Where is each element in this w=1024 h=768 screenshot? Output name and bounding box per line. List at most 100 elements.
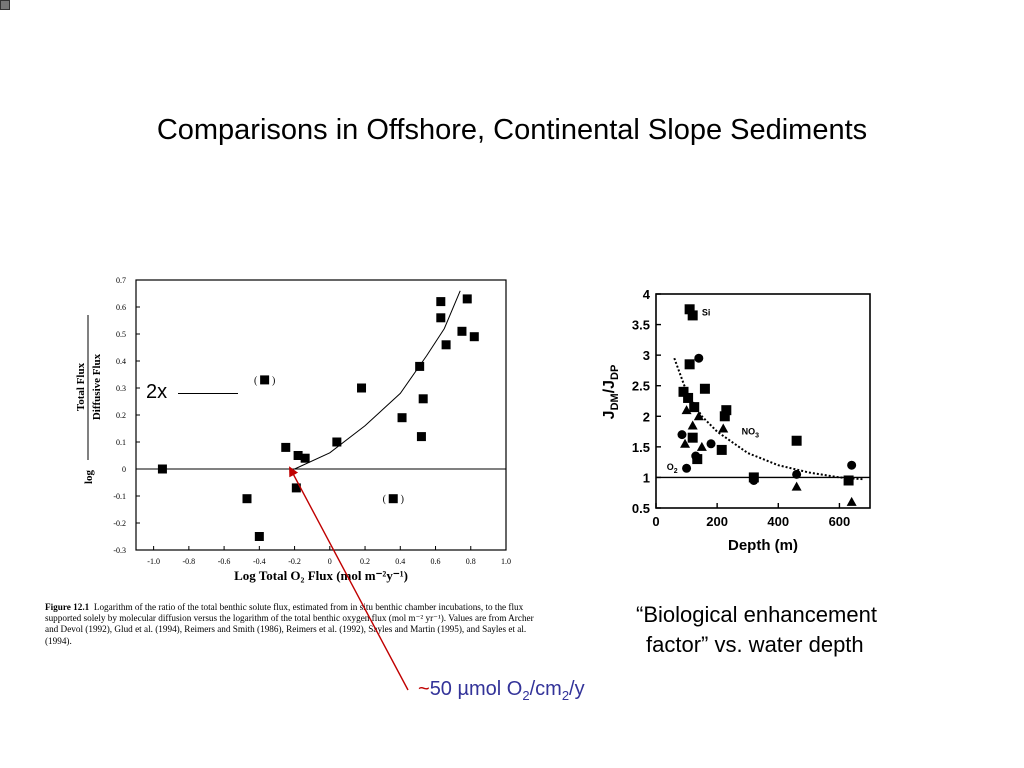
- plot-frame: [135, 279, 507, 551]
- x-tick-label: -1.0: [147, 557, 160, 566]
- si-data-point: [678, 386, 689, 397]
- no3-data-point: [696, 441, 707, 451]
- y-axis-label: JDM/JDP: [601, 365, 621, 420]
- no3-data-point: [693, 411, 704, 421]
- x-tick-label: 0.4: [395, 557, 405, 566]
- si-data-point: [689, 402, 700, 413]
- two-x-annotation-line: [178, 393, 238, 394]
- no3-data-point: [791, 481, 802, 491]
- data-point: [157, 464, 167, 474]
- x-tick-label: 0: [328, 557, 332, 566]
- x-tick-label: 0.2: [360, 557, 370, 566]
- y-axis-label-part: J: [601, 410, 618, 419]
- oxygen-flux-sub1: 2: [522, 688, 530, 703]
- y-tick-label: 0: [122, 465, 126, 474]
- si-data-point: [687, 432, 698, 443]
- oxygen-flux-number: 50 µmol O: [429, 678, 523, 700]
- y-axis-label-numerator: Total Flux: [75, 362, 87, 411]
- oxygen-flux-suffix: /y: [569, 678, 585, 700]
- x-tick-label: 400: [767, 514, 789, 529]
- data-point: [242, 494, 252, 504]
- y-axis-label-denominator: Diffusive Flux: [91, 353, 103, 420]
- bracket-close: ): [401, 494, 404, 505]
- x-tick-label: 200: [706, 514, 728, 529]
- si-data-point: [683, 392, 694, 403]
- y-tick-label: -0.1: [113, 492, 126, 501]
- series-label-o2-sub: 2: [674, 468, 678, 475]
- flux-ratio-chart-svg: 0.7 0.6 0.5 0.4 0.3 0.2 0.1 0 -0.1 -0.2 -0.3 -1.0 -0…: [75, 276, 511, 583]
- data-point: [397, 413, 407, 423]
- y-tick-label: 2.5: [632, 379, 650, 394]
- o2-data-point: [677, 430, 687, 440]
- y-tick-label: 3: [643, 348, 650, 363]
- y-tick-label: 0.2: [116, 411, 126, 420]
- no3-data-point: [718, 423, 729, 433]
- data-point: [441, 340, 451, 350]
- biological-enhancement-label-line2: factor” vs. water depth: [646, 632, 864, 657]
- y-axis-label-part: /J: [601, 380, 618, 393]
- si-data-point: [843, 475, 854, 486]
- y-tick-label: 0.7: [116, 276, 126, 285]
- o2-data-point: [749, 475, 759, 485]
- data-point: [388, 494, 398, 504]
- si-data-point: [684, 359, 695, 370]
- y-tick-label: 1.5: [632, 440, 650, 455]
- o2-data-point: [706, 439, 716, 449]
- data-point: [462, 294, 472, 304]
- data-point: [357, 383, 367, 393]
- data-point: [415, 361, 425, 371]
- o2-data-point: [691, 451, 701, 461]
- x-tick-label: -0.8: [183, 557, 196, 566]
- y-tick-label: 3.5: [632, 318, 650, 333]
- x-tick-label: 0.8: [466, 557, 476, 566]
- x-tick-label: -0.4: [253, 557, 266, 566]
- series-label-si: Si: [702, 307, 711, 317]
- y-tick-label: 0.3: [116, 384, 126, 393]
- x-tick-label: -0.2: [288, 557, 301, 566]
- si-data-point: [721, 405, 732, 416]
- y-tick-label: -0.3: [113, 546, 126, 555]
- data-point: [254, 532, 264, 541]
- o2-data-point: [792, 469, 802, 479]
- bracket-open: (: [254, 375, 258, 386]
- y-tick-label: 0.4: [116, 357, 126, 366]
- slide-corner-marker: [0, 0, 10, 10]
- data-point: [418, 394, 428, 404]
- plot-frame: [655, 293, 871, 509]
- bracket-close: ): [272, 375, 275, 386]
- si-data-point: [699, 383, 710, 394]
- y-axis-label-log: log: [83, 469, 95, 484]
- figure-caption: Figure 12.1 Logarithm of the ratio of th…: [45, 602, 535, 647]
- data-point: [281, 442, 291, 452]
- y-axis-label-part: DP: [609, 365, 621, 380]
- y-axis-label-part: DM: [609, 393, 621, 410]
- oxygen-flux-sub2: 2: [561, 688, 570, 703]
- biological-enhancement-label: “Biological enhancement factor” vs. wate…: [636, 600, 936, 660]
- y-tick-label: 2: [643, 409, 650, 424]
- data-point: [436, 297, 446, 307]
- no3-data-point: [846, 496, 857, 506]
- y-tick-label: 0.5: [632, 501, 650, 516]
- figure-caption-text: Logarithm of the ratio of the total bent…: [45, 602, 534, 646]
- series-label-o2: O2: [667, 462, 678, 475]
- no3-data-point: [680, 438, 691, 448]
- data-point: [293, 451, 303, 460]
- enhancement-factor-chart: 4 3.5 3 2.5 2 1.5 1 0.5 0 200 400 600 Si NO3 O2 Depth (…: [580, 282, 890, 577]
- y-tick-label: 0.5: [116, 330, 126, 339]
- data-point: [332, 437, 342, 447]
- slide-title: Comparisons in Offshore, Continental Slo…: [156, 114, 868, 146]
- no3-data-point: [681, 405, 692, 415]
- fit-curve: [294, 290, 461, 470]
- series-label-no3: NO3: [742, 427, 760, 440]
- si-data-point: [716, 444, 727, 455]
- si-data-point: [719, 411, 730, 422]
- o2-data-point: [694, 353, 704, 363]
- si-data-point: [791, 435, 802, 446]
- biological-enhancement-label-line1: “Biological enhancement: [636, 602, 877, 627]
- two-x-annotation: 2x: [146, 381, 168, 403]
- enhancement-factor-chart-svg: 4 3.5 3 2.5 2 1.5 1 0.50 200 400 600 Si NO3 O2 Depth (…: [601, 287, 871, 554]
- data-point: [469, 332, 479, 342]
- data-point: [291, 483, 301, 493]
- data-point: [300, 453, 310, 463]
- y-tick-label: 4: [643, 287, 651, 302]
